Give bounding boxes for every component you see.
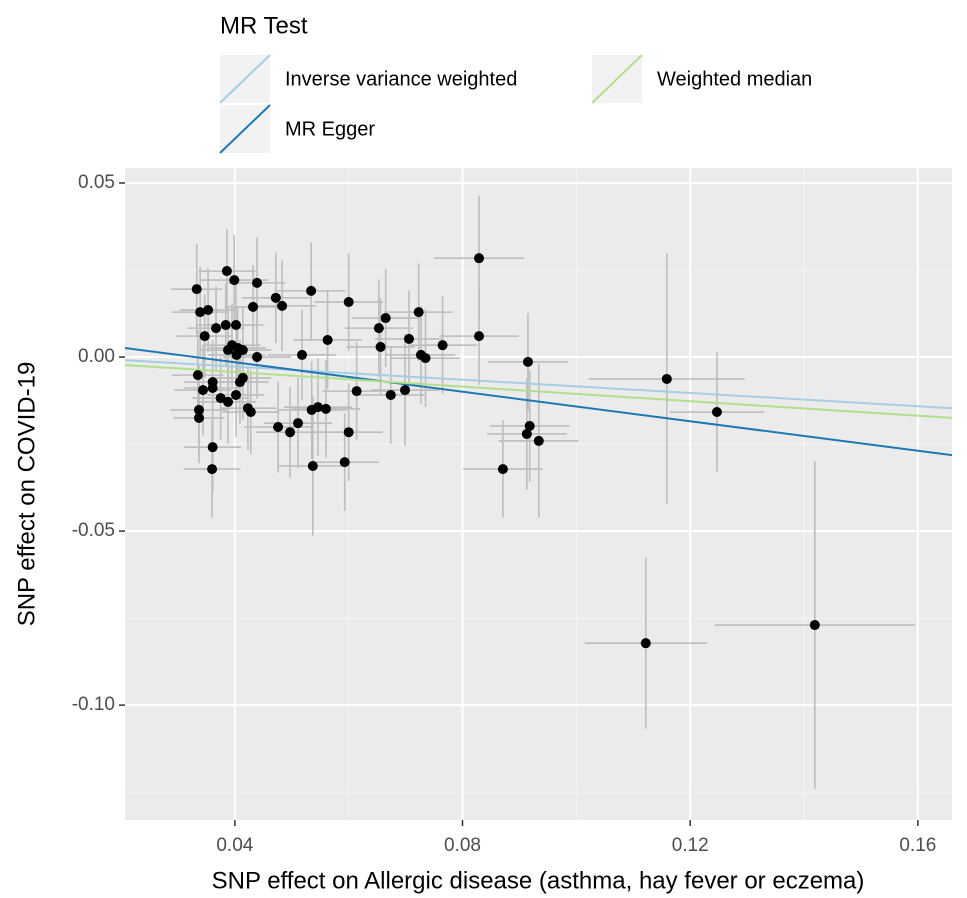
regression-line <box>125 346 952 457</box>
point <box>203 305 214 316</box>
point <box>229 275 240 286</box>
legend-label: MR Egger <box>285 118 375 140</box>
point <box>320 403 331 414</box>
point <box>809 620 820 631</box>
point <box>223 396 234 407</box>
point <box>248 301 259 312</box>
point <box>351 386 362 397</box>
y-tick-label: 0.00 <box>78 346 115 367</box>
x-tick-label: 0.12 <box>672 835 709 856</box>
point <box>192 370 203 381</box>
point <box>400 385 411 396</box>
point <box>373 323 384 334</box>
point <box>307 460 318 471</box>
legend-title: MR Test <box>220 12 308 39</box>
point <box>237 372 248 383</box>
point <box>522 356 533 367</box>
point <box>207 464 218 475</box>
point <box>195 307 206 318</box>
legend-label: Inverse variance weighted <box>285 68 517 90</box>
point <box>533 435 544 446</box>
point <box>343 297 354 308</box>
regression-line <box>125 359 952 410</box>
point <box>245 407 256 418</box>
point <box>199 331 210 342</box>
point <box>220 319 231 330</box>
point <box>277 300 288 311</box>
point <box>297 349 308 360</box>
plot-content <box>125 195 952 789</box>
legend-key-line <box>219 54 271 104</box>
y-axis-label: SNP effect on COVID-19 <box>13 362 40 627</box>
point <box>252 277 263 288</box>
point <box>437 340 448 351</box>
legend-key-line <box>219 104 271 154</box>
y-tick-label: -0.10 <box>72 694 115 715</box>
point <box>211 323 222 334</box>
point <box>231 349 242 360</box>
point <box>339 457 350 468</box>
legend-label: Weighted median <box>657 68 812 90</box>
point <box>312 402 323 413</box>
point <box>207 442 218 453</box>
point <box>252 352 263 363</box>
point <box>230 389 241 400</box>
point <box>711 407 722 418</box>
point <box>343 427 354 438</box>
x-axis-label: SNP effect on Allergic disease (asthma, … <box>212 867 865 894</box>
y-tick-label: -0.05 <box>72 520 115 541</box>
point <box>273 421 284 432</box>
point <box>270 292 281 303</box>
x-tick-label: 0.16 <box>899 835 936 856</box>
point <box>193 404 204 415</box>
point <box>207 383 218 394</box>
point <box>293 418 304 429</box>
point <box>661 373 672 384</box>
point <box>640 638 651 649</box>
point <box>524 420 535 431</box>
point <box>404 333 415 344</box>
point <box>497 464 508 475</box>
point <box>230 319 241 330</box>
point <box>215 393 226 404</box>
point <box>385 389 396 400</box>
legend-key-line <box>591 54 643 104</box>
point <box>474 331 485 342</box>
x-tick-label: 0.04 <box>216 835 253 856</box>
point <box>380 313 391 324</box>
point <box>285 427 296 438</box>
point <box>322 334 333 345</box>
point <box>413 307 424 318</box>
point <box>375 341 386 352</box>
point <box>420 353 431 364</box>
point <box>191 284 202 295</box>
point <box>197 385 208 396</box>
point <box>474 253 485 264</box>
point <box>306 285 317 296</box>
point <box>521 428 532 439</box>
regression-line <box>125 364 952 419</box>
point <box>221 266 232 277</box>
y-tick-label: 0.05 <box>78 172 115 193</box>
x-tick-label: 0.08 <box>444 835 481 856</box>
point <box>193 412 204 423</box>
